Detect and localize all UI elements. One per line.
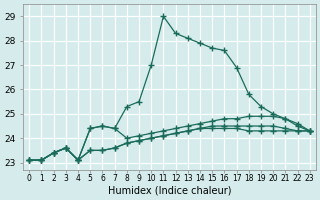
X-axis label: Humidex (Indice chaleur): Humidex (Indice chaleur) [108,186,231,196]
